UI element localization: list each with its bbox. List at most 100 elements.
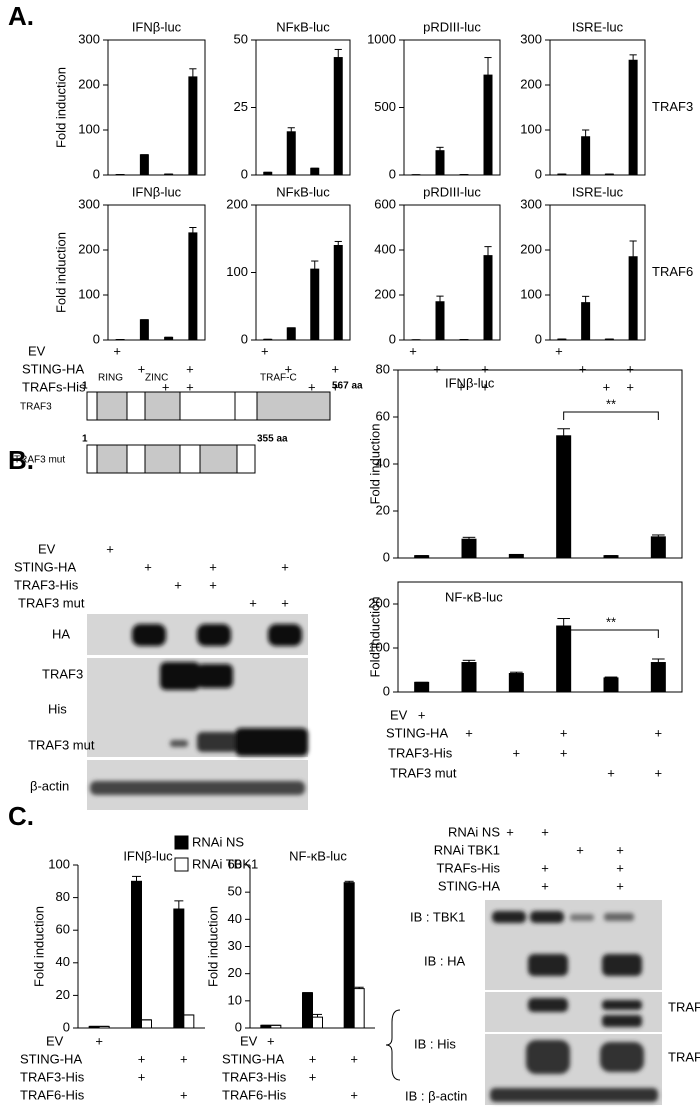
y-tick-label: 0: [535, 331, 542, 346]
bar: [188, 232, 198, 341]
y-tick-label: 100: [520, 286, 542, 301]
chart-title: NF-κB-luc: [289, 848, 347, 863]
condition-mark: +: [541, 860, 549, 875]
residue-start: 1: [82, 434, 88, 445]
y-tick-label: 0: [241, 331, 248, 346]
condition-mark: +: [350, 1087, 358, 1102]
y-tick-label: 100: [48, 856, 70, 871]
brace: [385, 1009, 401, 1081]
y-tick-label: 80: [376, 361, 390, 376]
legend-swatch: [174, 857, 189, 872]
y-tick-label: 0: [93, 331, 100, 346]
y-axis-label: Fold induction: [367, 597, 382, 678]
condition-label: TRAF3 mut: [390, 765, 457, 780]
domain-diagram: [86, 391, 331, 474]
condition-label: EV: [390, 707, 408, 722]
residue-start: 1: [82, 381, 88, 392]
condition-label: STING-HA: [20, 1051, 82, 1066]
condition-mark: +: [555, 343, 563, 358]
y-tick-label: 0: [535, 166, 542, 181]
blot-label: IB : TBK1: [410, 909, 465, 924]
condition-mark: +: [308, 379, 316, 394]
condition-mark: +: [616, 860, 624, 875]
y-tick-label: 0: [383, 549, 390, 564]
plot-frame: [397, 581, 683, 693]
blot-label: HA: [52, 626, 70, 641]
y-tick-label: 0: [383, 683, 390, 698]
bar: [628, 256, 638, 341]
condition-mark: +: [113, 343, 121, 358]
y-tick-label: 0: [235, 1019, 242, 1034]
y-tick-label: 200: [374, 286, 396, 301]
significance-label: **: [606, 614, 616, 629]
bar: [333, 57, 343, 176]
y-axis-label: Fold induction: [367, 424, 382, 505]
condition-mark: +: [144, 559, 152, 574]
band-label: TRAF6: [668, 1049, 700, 1064]
condition-mark: +: [138, 1069, 146, 1084]
blot-label: His: [48, 701, 67, 716]
condition-label: TRAFs-His: [436, 860, 500, 875]
bar: [508, 673, 524, 693]
y-tick-label: 500: [374, 99, 396, 114]
y-tick-label: 0: [389, 331, 396, 346]
condition-mark: +: [607, 765, 615, 780]
condition-label: TRAF6-His: [20, 1087, 85, 1102]
condition-mark: +: [138, 1051, 146, 1066]
bar: [435, 150, 445, 176]
condition-mark: +: [106, 541, 114, 556]
condition-mark: +: [655, 725, 663, 740]
condition-mark: +: [457, 379, 465, 394]
y-tick-label: 200: [520, 241, 542, 256]
band-label: TRAF3: [668, 999, 700, 1014]
y-tick-label: 200: [78, 76, 100, 91]
condition-mark: +: [541, 824, 549, 839]
bar: [188, 76, 198, 176]
condition-mark: +: [603, 379, 611, 394]
condition-label: TRAFs-His: [22, 379, 86, 394]
condition-label: TRAF3-His: [20, 1069, 85, 1084]
condition-label: TRAF3 mut: [18, 595, 85, 610]
condition-mark: +: [331, 379, 339, 394]
condition-mark: +: [481, 361, 489, 376]
y-tick-label: 50: [234, 31, 248, 46]
condition-mark: +: [409, 343, 417, 358]
blot-label: β-actin: [30, 778, 69, 793]
western-blot: [87, 614, 308, 810]
y-tick-label: 0: [93, 166, 100, 181]
condition-mark: +: [350, 1051, 358, 1066]
condition-mark: +: [560, 725, 568, 740]
y-tick-label: 0: [241, 166, 248, 181]
bar: [508, 553, 524, 559]
y-tick-label: 20: [228, 965, 242, 980]
condition-label: RNAi TBK1: [434, 842, 500, 857]
panel-label: A.: [8, 1, 34, 31]
condition-label: STING-HA: [438, 878, 500, 893]
domain-name: ZINC: [145, 373, 168, 384]
condition-mark: +: [95, 1033, 103, 1048]
legend-swatch: [174, 835, 189, 850]
y-tick-label: 20: [376, 502, 390, 517]
bar: [581, 136, 591, 176]
condition-mark: +: [481, 379, 489, 394]
y-tick-label: 10: [228, 992, 242, 1007]
significance-bracket: [563, 411, 659, 420]
y-axis-label: Fold induction: [53, 232, 68, 313]
bar: [141, 1019, 152, 1029]
condition-mark: +: [162, 379, 170, 394]
bar: [603, 677, 619, 693]
blot-label: IB : His: [414, 1036, 456, 1051]
bar: [312, 1016, 323, 1029]
y-tick-label: 200: [368, 595, 390, 610]
plot-frame: [397, 369, 683, 559]
plot-frame: [107, 204, 206, 341]
chart-title: pRDIII-luc: [423, 184, 481, 199]
y-tick-label: 300: [78, 31, 100, 46]
bar: [435, 301, 445, 341]
y-axis-label: Fold induction: [53, 67, 68, 148]
condition-label: STING-HA: [22, 361, 84, 376]
panel-label: C.: [8, 801, 34, 831]
condition-mark: +: [579, 361, 587, 376]
condition-mark: +: [331, 361, 339, 376]
